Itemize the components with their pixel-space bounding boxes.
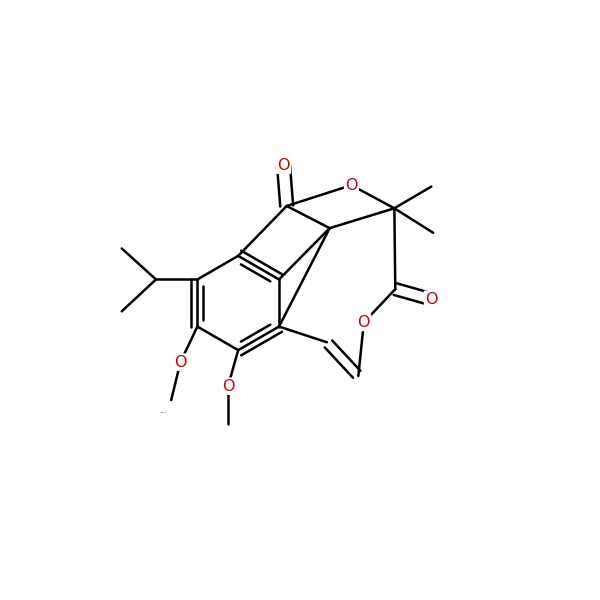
Text: O: O	[277, 158, 290, 173]
Text: O: O	[222, 379, 234, 394]
Text: O: O	[358, 315, 370, 330]
Text: O: O	[345, 178, 358, 193]
Text: methoxy: methoxy	[161, 412, 167, 413]
Text: O: O	[425, 292, 437, 307]
Text: O: O	[174, 355, 187, 370]
